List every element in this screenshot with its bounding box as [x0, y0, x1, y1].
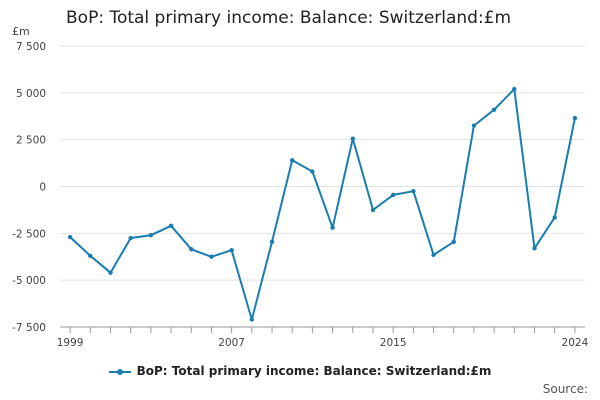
data-point[interactable] — [249, 317, 255, 322]
data-point[interactable] — [168, 223, 174, 229]
legend: BoP: Total primary income: Balance: Swit… — [0, 364, 600, 378]
series-line — [69, 88, 576, 321]
data-point[interactable] — [370, 207, 376, 213]
data-point[interactable] — [411, 188, 416, 194]
source-label: Source: — [542, 382, 588, 396]
data-point[interactable] — [290, 158, 295, 163]
gridlines — [60, 45, 585, 281]
y-tick-label: 2 500 — [16, 135, 46, 147]
y-tick-label: -2 500 — [12, 228, 46, 240]
data-point[interactable] — [532, 246, 537, 251]
chart-title: BoP: Total primary income: Balance: Swit… — [66, 8, 512, 28]
legend-swatch — [108, 368, 131, 375]
x-tick-label: 2015 — [380, 337, 407, 349]
y-axis-labels: -7 500 -5 000 -2 500 0 2 500 5 000 7 500 — [12, 41, 46, 334]
data-point[interactable] — [512, 86, 517, 92]
series-layer — [67, 86, 578, 322]
x-axis: 1999 2007 2015 2024 — [57, 326, 589, 349]
data-point[interactable] — [108, 270, 113, 275]
data-point[interactable] — [572, 115, 578, 121]
x-tick-label: 1999 — [57, 337, 84, 349]
y-tick-label: 5 000 — [16, 88, 46, 100]
y-tick-label: 0 — [39, 182, 46, 194]
y-axis-unit: £m — [12, 25, 30, 38]
data-point[interactable] — [229, 247, 234, 253]
data-point[interactable] — [128, 235, 133, 241]
y-tick-label: 7 500 — [16, 41, 46, 53]
data-point[interactable] — [350, 136, 355, 141]
y-tick-label: -7 500 — [12, 322, 46, 334]
data-point[interactable] — [471, 123, 477, 128]
data-point[interactable] — [431, 252, 436, 258]
data-point[interactable] — [330, 225, 335, 230]
data-point[interactable] — [451, 239, 456, 244]
data-point[interactable] — [67, 234, 73, 240]
data-point[interactable] — [209, 254, 214, 259]
data-point[interactable] — [88, 253, 93, 259]
legend-label: BoP: Total primary income: Balance: Swit… — [136, 364, 492, 378]
x-tick-label: 2024 — [562, 337, 589, 349]
data-point[interactable] — [148, 233, 154, 238]
data-point[interactable] — [189, 247, 194, 252]
data-point[interactable] — [491, 107, 497, 112]
x-tick-label: 2007 — [218, 337, 245, 349]
data-point[interactable] — [552, 215, 557, 220]
y-tick-label: -5 000 — [12, 275, 46, 287]
data-point[interactable] — [310, 169, 315, 174]
data-point[interactable] — [390, 192, 396, 198]
data-point[interactable] — [269, 239, 275, 244]
